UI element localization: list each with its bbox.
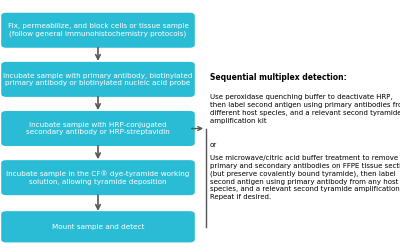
FancyBboxPatch shape [1, 160, 195, 195]
FancyBboxPatch shape [1, 211, 195, 242]
FancyBboxPatch shape [1, 62, 195, 97]
Text: Incubate sample with primary antibody, biotinylated
primary antibody or biotinyl: Incubate sample with primary antibody, b… [3, 73, 193, 86]
Text: Use peroxidase quenching buffer to deactivate HRP,
then label second antigen usi: Use peroxidase quenching buffer to deact… [210, 94, 400, 124]
Text: Fix, permeabilize, and block cells or tissue sample
(follow general immunohistoc: Fix, permeabilize, and block cells or ti… [8, 23, 188, 37]
Text: Incubate sample with HRP-conjugated
secondary antibody or HRP-streptavidin: Incubate sample with HRP-conjugated seco… [26, 122, 170, 135]
FancyBboxPatch shape [1, 13, 195, 48]
Text: Mount sample and detect: Mount sample and detect [52, 224, 144, 230]
Text: or: or [210, 142, 217, 148]
FancyBboxPatch shape [1, 111, 195, 146]
Text: Use microwave/citric acid buffer treatment to remove
primary and secondary antib: Use microwave/citric acid buffer treatme… [210, 155, 400, 200]
Text: Sequential multiplex detection:: Sequential multiplex detection: [210, 73, 347, 82]
Text: Incubate sample in the CF® dye-tyramide working
solution, allowing tyramide depo: Incubate sample in the CF® dye-tyramide … [6, 170, 190, 185]
